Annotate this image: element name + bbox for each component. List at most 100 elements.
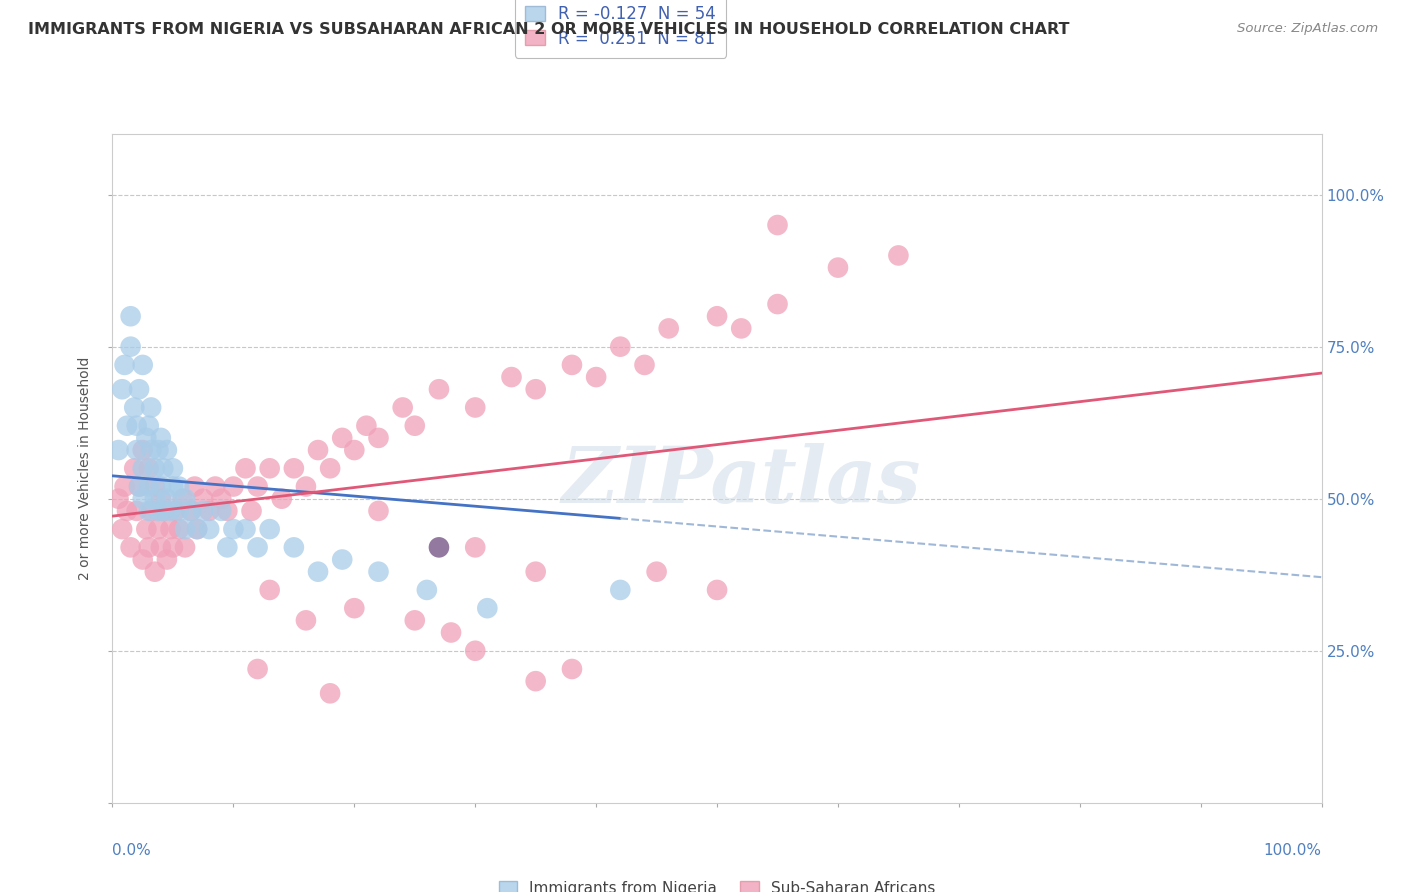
- Point: [270, 491, 292, 506]
- Point: [766, 218, 789, 232]
- Point: [561, 662, 583, 676]
- Point: [152, 461, 174, 475]
- Point: [132, 491, 155, 506]
- Point: [174, 522, 197, 536]
- Point: [132, 443, 155, 458]
- Point: [427, 541, 450, 555]
- Point: [307, 443, 329, 458]
- Point: [143, 461, 166, 475]
- Point: [120, 340, 142, 354]
- Text: IMMIGRANTS FROM NIGERIA VS SUBSAHARAN AFRICAN 2 OR MORE VEHICLES IN HOUSEHOLD CO: IMMIGRANTS FROM NIGERIA VS SUBSAHARAN AF…: [28, 22, 1070, 37]
- Point: [186, 522, 208, 536]
- Point: [427, 382, 450, 396]
- Point: [125, 443, 148, 458]
- Point: [159, 522, 181, 536]
- Point: [111, 522, 134, 536]
- Point: [152, 504, 174, 518]
- Point: [706, 310, 728, 324]
- Point: [122, 401, 145, 415]
- Point: [191, 491, 214, 506]
- Point: [174, 541, 197, 555]
- Point: [156, 491, 179, 506]
- Point: [167, 479, 190, 493]
- Point: [524, 382, 547, 396]
- Point: [180, 504, 202, 518]
- Point: [222, 522, 245, 536]
- Point: [165, 504, 187, 518]
- Point: [186, 522, 208, 536]
- Point: [135, 431, 157, 445]
- Point: [115, 418, 138, 433]
- Point: [367, 565, 389, 579]
- Point: [156, 443, 179, 458]
- Point: [209, 491, 232, 506]
- Point: [295, 479, 318, 493]
- Point: [143, 491, 166, 506]
- Point: [162, 541, 184, 555]
- Point: [827, 260, 849, 275]
- Point: [132, 461, 155, 475]
- Point: [191, 504, 214, 518]
- Point: [162, 461, 184, 475]
- Point: [633, 358, 655, 372]
- Point: [217, 504, 239, 518]
- Point: [149, 431, 172, 445]
- Point: [706, 582, 728, 597]
- Point: [148, 522, 170, 536]
- Point: [107, 491, 129, 506]
- Point: [217, 541, 239, 555]
- Point: [107, 443, 129, 458]
- Point: [125, 418, 148, 433]
- Point: [143, 479, 166, 493]
- Text: Source: ZipAtlas.com: Source: ZipAtlas.com: [1237, 22, 1378, 36]
- Point: [524, 565, 547, 579]
- Point: [464, 401, 486, 415]
- Point: [259, 522, 281, 536]
- Point: [174, 491, 197, 506]
- Point: [464, 644, 486, 658]
- Point: [259, 582, 281, 597]
- Point: [198, 522, 221, 536]
- Point: [149, 491, 172, 506]
- Point: [609, 582, 631, 597]
- Point: [645, 565, 668, 579]
- Point: [198, 504, 221, 518]
- Point: [128, 382, 150, 396]
- Point: [524, 674, 547, 689]
- Point: [167, 522, 190, 536]
- Point: [209, 504, 232, 518]
- Point: [149, 541, 172, 555]
- Point: [141, 443, 163, 458]
- Point: [149, 479, 172, 493]
- Point: [658, 321, 681, 335]
- Point: [122, 461, 145, 475]
- Point: [246, 662, 269, 676]
- Point: [766, 297, 789, 311]
- Point: [319, 461, 342, 475]
- Point: [330, 552, 353, 566]
- Point: [330, 431, 353, 445]
- Point: [115, 504, 138, 518]
- Point: [162, 479, 184, 493]
- Point: [246, 541, 269, 555]
- Point: [259, 461, 281, 475]
- Point: [183, 479, 205, 493]
- Point: [222, 479, 245, 493]
- Point: [887, 248, 910, 262]
- Point: [730, 321, 752, 335]
- Text: 100.0%: 100.0%: [1264, 843, 1322, 858]
- Point: [404, 418, 426, 433]
- Point: [128, 479, 150, 493]
- Point: [141, 401, 163, 415]
- Point: [307, 565, 329, 579]
- Point: [240, 504, 263, 518]
- Point: [391, 401, 413, 415]
- Point: [159, 504, 181, 518]
- Point: [367, 504, 389, 518]
- Point: [235, 522, 257, 536]
- Point: [204, 479, 226, 493]
- Point: [138, 479, 160, 493]
- Point: [114, 479, 136, 493]
- Point: [172, 491, 194, 506]
- Text: 0.0%: 0.0%: [112, 843, 152, 858]
